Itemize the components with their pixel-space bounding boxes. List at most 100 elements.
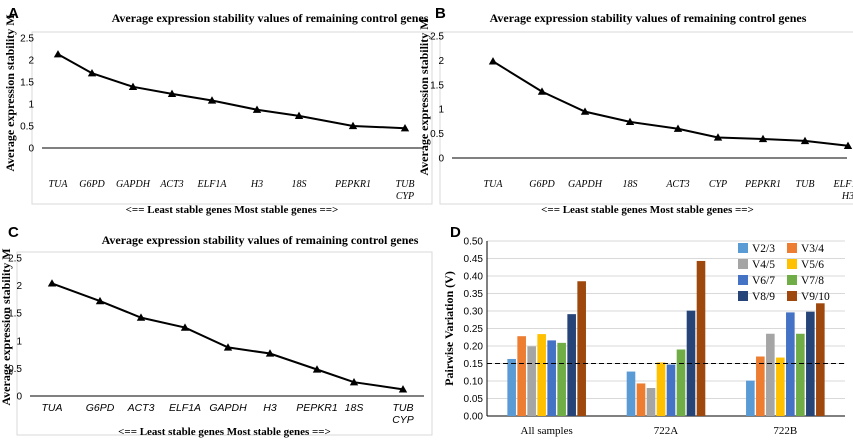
y-tick-label: 0.5 (20, 122, 34, 133)
bar-v3-4 (517, 336, 526, 416)
data-point (53, 50, 63, 58)
bar-v9-10 (696, 260, 706, 416)
data-point (180, 323, 190, 331)
data-point (167, 89, 177, 98)
data-point (87, 69, 97, 77)
x-axis-note: <== Least stable genes Most stable genes… (126, 204, 339, 216)
series-line (51, 282, 404, 391)
x-tick-label: 18S (623, 179, 638, 190)
legend-swatch (738, 291, 748, 301)
chart-title: Average expression stability values of r… (490, 11, 807, 25)
legend-swatch (738, 243, 748, 253)
x-tick-label: TUB (393, 402, 414, 414)
y-tick-label: 0.20 (464, 342, 484, 353)
data-point (136, 313, 146, 321)
x-tick-label: GAPDH (116, 179, 151, 190)
y-axis-label: Average expression stability M (417, 18, 431, 175)
chart-title: Average expression stability values of r… (102, 233, 419, 247)
bar-v5-6 (656, 362, 666, 416)
data-point (400, 124, 410, 132)
data-point (312, 365, 322, 373)
data-point (348, 121, 358, 130)
y-tick-label: 1 (28, 100, 34, 111)
x-tick-label: CYP (392, 414, 414, 426)
y-tick-label: 2.5 (20, 34, 34, 45)
legend-label: V8/9 (752, 291, 775, 303)
y-tick-label: 0 (16, 392, 22, 403)
legend-label: V5/6 (801, 259, 824, 271)
y-axis-label: Average expression stability M (0, 248, 13, 405)
bar-v8-9 (567, 314, 576, 416)
y-tick-label: 0.15 (464, 359, 484, 370)
data-point (673, 124, 683, 132)
x-tick-label: TUB (396, 179, 415, 190)
legend-label: V3/4 (801, 243, 824, 255)
plot-area (439, 31, 853, 205)
bar-v4-5 (766, 333, 775, 416)
y-tick-label: 0.45 (464, 254, 484, 265)
y-tick-label: 0.30 (464, 307, 484, 318)
legend-swatch (787, 291, 797, 301)
data-point (843, 141, 853, 149)
data-point (580, 107, 590, 115)
bar-v3-4 (636, 383, 646, 416)
x-tick-label: ACT3 (665, 179, 689, 190)
y-tick-label: 2.5 (8, 254, 22, 265)
bar-v6-7 (666, 364, 676, 416)
panel-letter: B (435, 5, 446, 22)
x-tick-label: GAPDH (209, 402, 247, 414)
x-tick-label: ACT3 (127, 402, 155, 414)
legend-swatch (787, 259, 797, 269)
series-line (57, 53, 406, 130)
y-tick-label: 2.5 (430, 32, 444, 43)
x-tick-label: GAPDH (568, 179, 603, 190)
data-point (47, 279, 57, 287)
x-tick-label: ELF1A (833, 179, 853, 190)
panel-letter: D (450, 224, 461, 241)
legend-label: V2/3 (752, 243, 775, 255)
legend-label: V9/10 (801, 291, 830, 303)
bar-v9-10 (577, 281, 586, 416)
bar-v2-3 (507, 358, 516, 416)
plot-area (16, 251, 433, 436)
y-tick-label: 0.5 (430, 129, 444, 140)
x-tick-label: TUB (796, 179, 815, 190)
x-tick-label: CYP (396, 191, 414, 202)
bar-v7-8 (796, 333, 805, 416)
y-tick-label: 1 (16, 336, 22, 347)
y-tick-label: 1.5 (20, 78, 34, 89)
bar-v4-5 (646, 388, 656, 416)
x-tick-label: G6PD (86, 402, 115, 414)
x-tick-label: ACT3 (159, 179, 183, 190)
data-point (252, 105, 262, 113)
y-tick-label: 0 (438, 154, 444, 165)
x-tick-label: TUA (42, 402, 63, 414)
y-tick-label: 0.25 (464, 324, 484, 335)
x-axis-note: <== Least stable genes Most stable genes… (541, 204, 754, 216)
x-tick-label: 722B (773, 425, 797, 437)
x-tick-label: G6PD (79, 179, 105, 190)
panel-d: D Pairwise Variation (V) 0.00 0.05 0.10 0.15 0… (442, 224, 845, 437)
y-tick-label: 1.5 (8, 309, 22, 320)
bar-v7-8 (557, 342, 566, 416)
y-tick-label: 0.50 (464, 237, 484, 248)
legend-swatch (787, 243, 797, 253)
legend-label: V7/8 (801, 275, 824, 287)
y-axis-label: Pairwise Variation (V) (442, 271, 456, 386)
x-tick-label: PEPKR1 (296, 402, 337, 414)
y-tick-label: 1.5 (430, 80, 444, 91)
legend-swatch (738, 275, 748, 285)
bar-v9-10 (816, 303, 825, 416)
chart-title: Average expression stability values of r… (112, 11, 429, 25)
legend: V2/3 V3/4 V4/5 V5/6 V6/7 V7/8 V8/9 V9/10 (738, 243, 830, 303)
y-tick-label: 2 (438, 56, 444, 67)
y-tick-label: 2 (28, 56, 34, 67)
x-tick-label: ELF1A (169, 402, 201, 414)
x-tick-label: 18S (345, 402, 364, 414)
series-line (492, 60, 849, 147)
bar-v3-4 (756, 356, 765, 416)
data-point (128, 82, 138, 90)
legend-swatch (787, 275, 797, 285)
bar-v6-7 (786, 312, 795, 416)
